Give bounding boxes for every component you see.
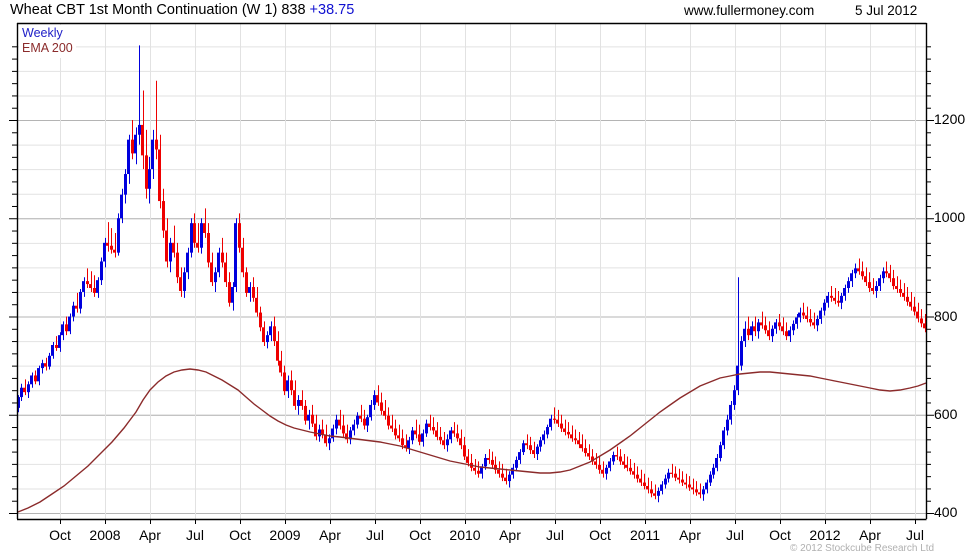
x-axis-tick-label: 2008	[89, 527, 121, 543]
x-axis-tick-label: Jul	[906, 527, 924, 543]
gridlines-minor-horizontal	[17, 46, 926, 514]
x-axis-tick-label: 2011	[629, 527, 661, 543]
x-axis-tick-label: Apr	[859, 527, 881, 543]
legend-item-ema200: EMA 200	[22, 41, 73, 55]
axis-frame	[16, 22, 928, 521]
x-axis-tick-label: Jul	[546, 527, 564, 543]
x-axis-tick-label: Jul	[366, 527, 384, 543]
x-axis-tick-label: Jul	[726, 527, 744, 543]
price-change: +38.75	[309, 2, 355, 18]
ema-200-line	[17, 368, 927, 513]
x-axis-tick-label: Apr	[319, 527, 341, 543]
y-axis-tick-label: 1200	[934, 111, 966, 127]
x-axis-tick-label: Oct	[49, 527, 71, 543]
x-axis-tick-label: 2012	[809, 527, 841, 543]
y-axis-ticks	[9, 46, 934, 514]
x-axis-tick-label: Oct	[409, 527, 431, 543]
x-axis-tick-label: 2010	[449, 527, 481, 543]
x-axis-tick-label: Apr	[499, 527, 521, 543]
x-axis-tick-label: Apr	[139, 527, 161, 543]
candlestick-series	[17, 45, 926, 503]
y-axis-tick-label: 1000	[934, 209, 966, 226]
legend-item-weekly: Weekly	[22, 26, 63, 40]
x-axis-tick-label: 2009	[269, 527, 301, 543]
x-axis-ticks	[60, 519, 916, 524]
gridlines-major-horizontal	[17, 120, 926, 514]
chart-header: Wheat CBT 1st Month Continuation (W 1) 8…	[0, 0, 980, 23]
x-axis-tick-label: Oct	[229, 527, 251, 543]
gridlines-vertical	[60, 23, 916, 519]
x-axis-tick-label: Oct	[769, 527, 791, 543]
chart-legend: Weekly EMA 200	[19, 25, 76, 58]
y-axis-tick-label: 800	[934, 307, 958, 324]
page-title: Wheat CBT 1st Month Continuation (W 1) 8…	[10, 2, 354, 18]
x-axis-tick-label: Oct	[589, 527, 611, 543]
instrument-title: Wheat CBT 1st Month Continuation (W 1) 8…	[10, 2, 306, 18]
y-axis-tick-label: 400	[934, 504, 958, 520]
website-label: www.fullermoney.com	[684, 3, 815, 18]
copyright-notice: © 2012 Stockcube Research Ltd	[790, 543, 935, 554]
chart-date: 5 Jul 2012	[855, 3, 918, 18]
x-axis-tick-label: Jul	[186, 527, 204, 543]
y-axis-tick-label: 600	[934, 405, 958, 422]
x-axis-tick-label: Apr	[679, 527, 701, 543]
